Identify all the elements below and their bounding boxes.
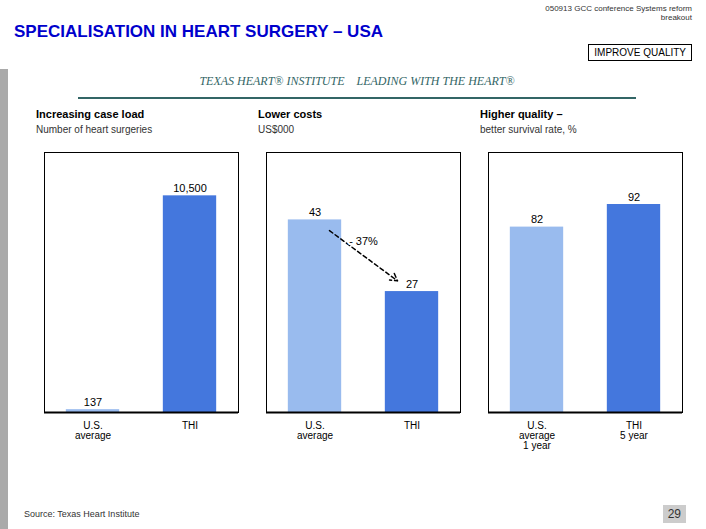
svg-text:THI: THI <box>182 420 198 431</box>
html-text:Higher quality –: Higher quality – <box>480 108 563 120</box>
svg-text:82: 82 <box>531 213 543 225</box>
html-text:SPECIALISATION IN HEART SURGER: SPECIALISATION IN HEART SURGERY – USA <box>14 22 383 41</box>
html-text:Source: Texas Heart Institute: Source: Texas Heart Institute <box>24 509 140 519</box>
html-text:Number of heart surgeries: Number of heart surgeries <box>36 124 153 135</box>
svg-text:U.S.average: U.S.average <box>75 420 112 441</box>
html-text:TEXAS HEART® INSTITUTE LEADING: TEXAS HEART® INSTITUTE LEADING WITH THE … <box>199 74 515 88</box>
svg-text:- 37%: - 37% <box>349 235 378 247</box>
svg-text:THI5 year: THI5 year <box>620 420 648 441</box>
svg-text:92: 92 <box>628 191 640 203</box>
svg-text:U.S.average: U.S.average <box>297 420 334 441</box>
html-text:better survival rate, %: better survival rate, % <box>480 124 577 135</box>
html-text:29: 29 <box>667 507 681 521</box>
svg-text:U.S.average1 year: U.S.average1 year <box>519 420 556 451</box>
svg-text:27: 27 <box>406 278 418 290</box>
html-text:050913 GCC conference Systems: 050913 GCC conference Systems reform bre… <box>545 4 692 22</box>
html-text:US$000: US$000 <box>258 124 295 135</box>
svg-text:137: 137 <box>84 396 102 408</box>
html-text:IMPROVE QUALITY: IMPROVE QUALITY <box>594 47 686 58</box>
svg-text:10,500: 10,500 <box>173 182 207 194</box>
svg-text:43: 43 <box>309 206 321 218</box>
html-text:Increasing case load: Increasing case load <box>36 108 145 120</box>
html-text:Lower costs: Lower costs <box>258 108 323 120</box>
svg-text:THI: THI <box>404 420 420 431</box>
